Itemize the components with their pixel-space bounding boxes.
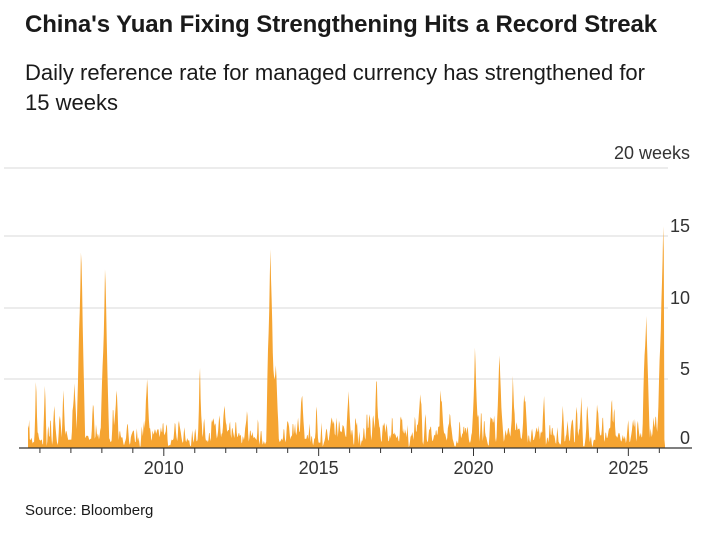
svg-text:5: 5 — [680, 359, 690, 379]
svg-text:15: 15 — [670, 216, 690, 236]
svg-text:2010: 2010 — [144, 458, 184, 478]
svg-text:20 weeks: 20 weeks — [614, 143, 690, 163]
svg-text:2015: 2015 — [299, 458, 339, 478]
svg-text:10: 10 — [670, 288, 690, 308]
svg-text:0: 0 — [680, 428, 690, 448]
svg-text:2020: 2020 — [453, 458, 493, 478]
svg-text:2025: 2025 — [608, 458, 648, 478]
